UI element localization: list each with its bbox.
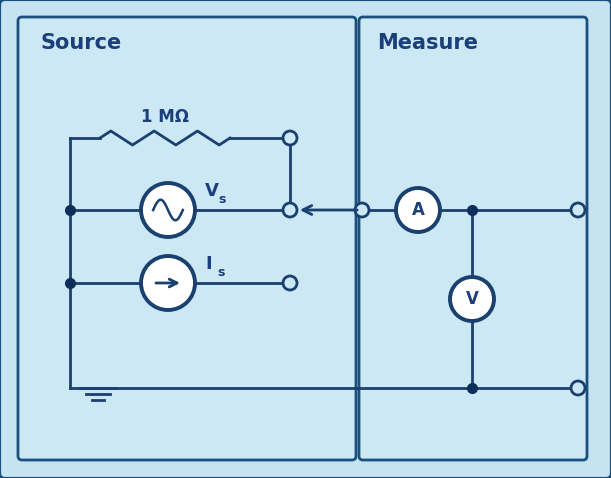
Text: A: A [412, 201, 425, 219]
Circle shape [141, 183, 195, 237]
Circle shape [450, 277, 494, 321]
FancyBboxPatch shape [359, 17, 587, 460]
Text: s: s [218, 193, 225, 206]
Circle shape [283, 131, 297, 145]
Circle shape [141, 256, 195, 310]
Circle shape [396, 188, 440, 232]
Circle shape [283, 276, 297, 290]
Circle shape [571, 381, 585, 395]
FancyBboxPatch shape [18, 17, 356, 460]
Circle shape [355, 203, 369, 217]
Text: Source: Source [40, 33, 121, 53]
Circle shape [283, 203, 297, 217]
Text: s: s [217, 266, 224, 279]
Text: V: V [205, 182, 219, 200]
Text: V: V [466, 290, 478, 308]
Text: I: I [205, 255, 211, 273]
Text: Measure: Measure [377, 33, 478, 53]
Text: 1 MΩ: 1 MΩ [141, 108, 189, 126]
Circle shape [571, 203, 585, 217]
